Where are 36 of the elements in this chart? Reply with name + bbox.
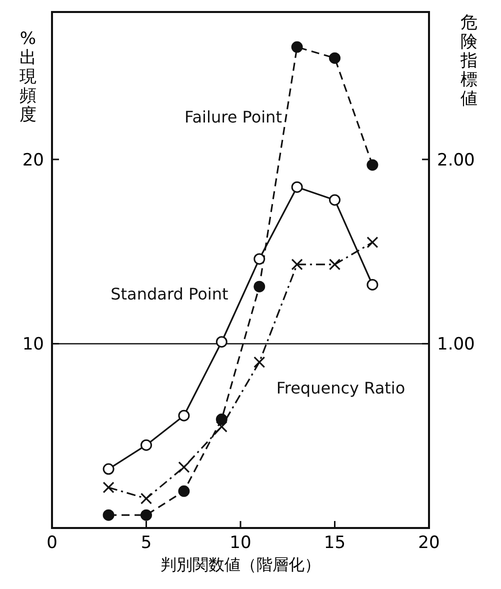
- series-label: Frequency Ratio: [276, 378, 406, 398]
- point: [291, 258, 303, 270]
- point: [102, 509, 114, 521]
- point: [178, 461, 190, 473]
- point: [102, 463, 114, 475]
- point: [366, 236, 378, 248]
- point: [178, 410, 190, 422]
- series-label: Failure Point: [184, 108, 282, 127]
- point: [291, 181, 303, 193]
- x-tick-label: 0: [46, 533, 58, 553]
- series-label: Standard Point: [110, 284, 228, 304]
- point: [366, 278, 378, 290]
- point: [254, 280, 266, 292]
- point: [291, 41, 303, 53]
- point: [329, 194, 340, 206]
- point: [102, 482, 114, 494]
- y-axis-title: %出現頻度: [20, 29, 36, 125]
- x-tick-label: 5: [140, 533, 152, 553]
- x-tick-label: 15: [324, 533, 346, 553]
- point: [329, 52, 340, 64]
- y2-axis-title: 危険指標値: [460, 13, 478, 109]
- y2-tick-label: 1.00: [437, 334, 475, 355]
- x-tick-label: 10: [230, 533, 252, 553]
- point: [140, 492, 152, 504]
- x-tick-label: 20: [418, 533, 440, 553]
- point: [254, 253, 266, 265]
- y2-tick-label: 2.00: [437, 150, 475, 170]
- point: [178, 485, 190, 497]
- point: [140, 439, 152, 451]
- point: [328, 258, 341, 270]
- x-axis-title: 判別関数値（階層化）: [160, 556, 320, 574]
- point: [216, 420, 228, 432]
- point: [366, 159, 378, 171]
- point: [254, 356, 266, 368]
- point: [216, 336, 228, 348]
- point: [140, 509, 152, 521]
